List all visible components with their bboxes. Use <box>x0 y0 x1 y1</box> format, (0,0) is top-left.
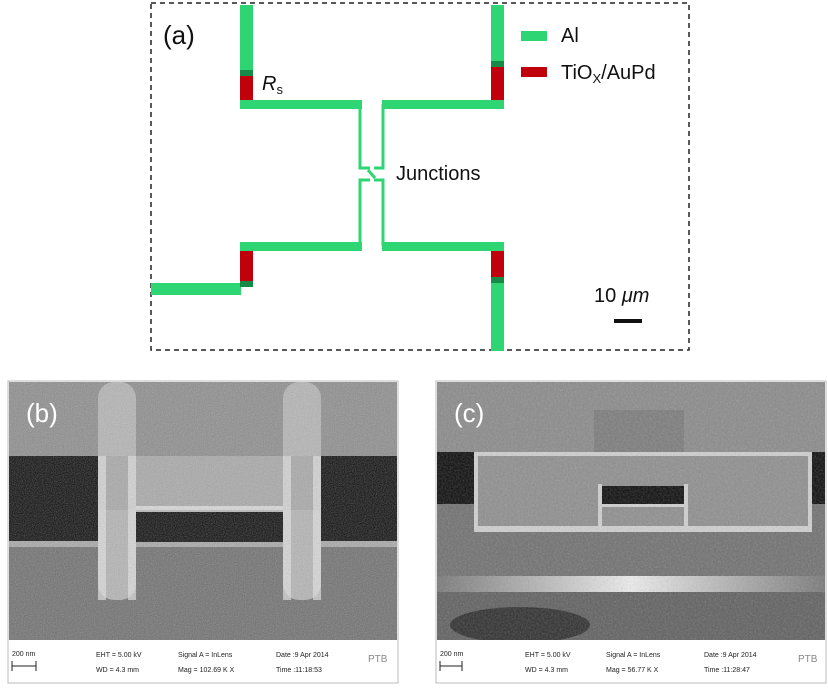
legend: Al TiOX/AuPd <box>521 25 656 86</box>
scale-bar-c <box>439 661 463 671</box>
date-b: Date :9 Apr 2014 <box>276 652 329 659</box>
sem-info-bar-c: 200 nm EHT = 5.00 kV WD = 4.3 mm Signal … <box>437 640 825 682</box>
wd-b: WD = 4.3 mm <box>96 667 139 674</box>
date-c: Date :9 Apr 2014 <box>704 652 757 659</box>
junction-loop <box>358 104 385 246</box>
legend-label-al: Al <box>561 25 579 47</box>
junctions-label: Junctions <box>396 163 481 185</box>
sem-info-bar-b: 200 nm EHT = 5.00 kV WD = 4.3 mm Signal … <box>9 640 397 682</box>
resistor-label: Rs <box>262 73 283 97</box>
legend-swatch-tiox <box>521 67 547 77</box>
time-c: Time :11:28:47 <box>704 667 750 674</box>
tiox-resistors <box>240 61 504 287</box>
eht-c: EHT = 5.00 kV <box>525 652 571 659</box>
mag-c: Mag = 56.77 K X <box>606 667 659 674</box>
panel-c-label: (c) <box>454 398 484 428</box>
scale-bar-a: 10 μm <box>594 285 649 323</box>
ptb-logo-b: PTB <box>368 654 388 665</box>
eht-b: EHT = 5.00 kV <box>96 652 142 659</box>
ptb-logo-c: PTB <box>798 654 818 665</box>
al-wiring <box>151 5 504 351</box>
time-b: Time :11:18:53 <box>276 667 322 674</box>
sem-image-c <box>437 382 825 643</box>
panel-a-label: (a) <box>163 20 195 50</box>
panel-a-border <box>150 2 690 351</box>
wd-c: WD = 4.3 mm <box>525 667 568 674</box>
legend-swatch-al <box>521 31 547 41</box>
sem-image-b <box>9 382 397 640</box>
scale-label-c: 200 nm <box>440 651 464 658</box>
scale-label-b: 200 nm <box>12 651 36 658</box>
panel-b: (b) 200 nm EHT = 5.00 kV WD = 4.3 mm Sig… <box>7 380 399 684</box>
panel-a: (a) <box>150 2 690 351</box>
mag-b: Mag = 102.69 K X <box>178 667 235 674</box>
panel-b-label: (b) <box>26 398 58 428</box>
panel-c: (c) 200 nm EHT = 5.00 kV WD = 4.3 mm Sig… <box>435 380 827 684</box>
signal-c: Signal A = InLens <box>606 652 661 659</box>
scale-bar-a-line <box>614 319 642 323</box>
signal-b: Signal A = InLens <box>178 652 233 659</box>
scale-bar-a-label: 10 μm <box>594 285 649 307</box>
legend-label-tiox: TiOX/AuPd <box>561 62 656 86</box>
scale-bar-b <box>11 661 37 671</box>
